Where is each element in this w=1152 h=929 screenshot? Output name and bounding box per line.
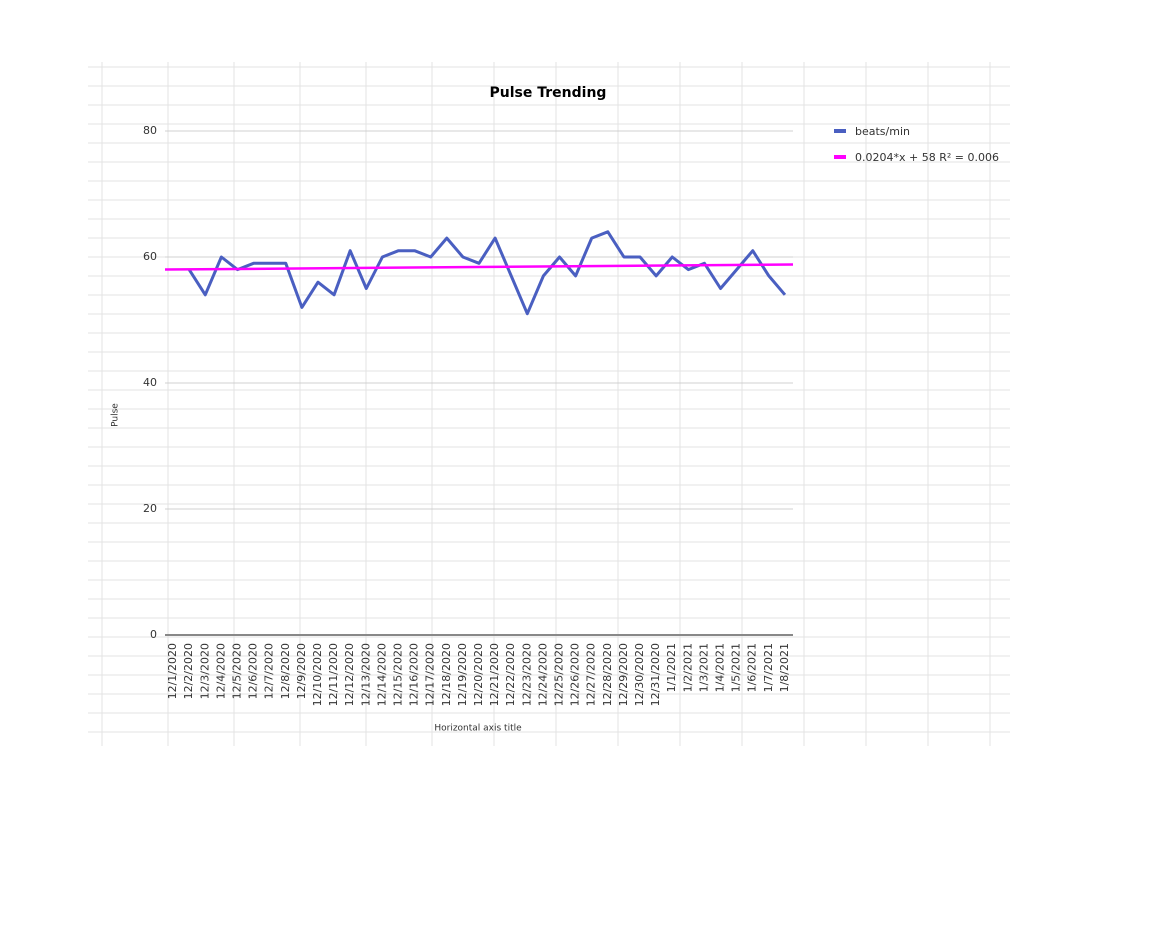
x-tick-label: 12/10/2020: [311, 643, 324, 706]
legend-label: 0.0204*x + 58 R² = 0.006: [855, 151, 999, 164]
x-tick-label: 12/16/2020: [408, 643, 421, 706]
x-tick-label: 12/18/2020: [440, 643, 453, 706]
x-tick-label: 1/8/2021: [778, 643, 791, 692]
y-tick-label: 0: [150, 628, 157, 641]
x-tick-label: 12/14/2020: [375, 643, 388, 706]
x-tick-label: 12/20/2020: [472, 643, 485, 706]
x-tick-label: 12/19/2020: [456, 643, 469, 706]
x-tick-label: 1/7/2021: [762, 643, 775, 692]
x-tick-label: 12/31/2020: [649, 643, 662, 706]
x-tick-label: 12/6/2020: [247, 643, 260, 699]
x-tick-label: 12/1/2020: [166, 643, 179, 699]
x-tick-label: 1/6/2021: [746, 643, 759, 692]
x-tick-label: 12/17/2020: [424, 643, 437, 706]
x-tick-label: 12/29/2020: [617, 643, 630, 706]
x-tick-label: 12/30/2020: [633, 643, 646, 706]
x-tick-label: 1/1/2021: [665, 643, 678, 692]
x-tick-label: 12/28/2020: [601, 643, 614, 706]
y-tick-label: 80: [143, 124, 157, 137]
trendline: [164, 263, 794, 271]
x-tick-label: 12/2/2020: [182, 643, 195, 699]
data-line: [187, 230, 787, 316]
x-tick-label: 1/5/2021: [730, 643, 743, 692]
x-tick-label: 1/3/2021: [697, 643, 710, 692]
x-tick-label: 1/4/2021: [714, 643, 727, 692]
x-tick-label: 12/25/2020: [553, 643, 566, 706]
chart-title: Pulse Trending: [490, 85, 607, 101]
x-tick-label: 12/3/2020: [198, 643, 211, 699]
x-tick-label: 12/9/2020: [295, 643, 308, 699]
x-tick-label: 12/11/2020: [327, 643, 340, 706]
spreadsheet-grid: [88, 62, 1010, 746]
x-tick-label: 12/7/2020: [263, 643, 276, 699]
x-tick-label: 12/26/2020: [569, 643, 582, 706]
x-tick-label: 12/27/2020: [585, 643, 598, 706]
x-tick-label: 12/13/2020: [359, 643, 372, 706]
x-tick-label: 12/5/2020: [230, 643, 243, 699]
y-axis-title: Pulse: [111, 403, 121, 427]
x-tick-label: 12/12/2020: [343, 643, 356, 706]
y-tick-label: 20: [143, 502, 157, 515]
legend-swatch: [834, 129, 846, 133]
y-tick-label: 40: [143, 376, 157, 389]
x-tick-label: 12/21/2020: [488, 643, 501, 706]
y-tick-label: 60: [143, 250, 157, 263]
x-tick-label: 12/22/2020: [504, 643, 517, 706]
x-tick-label: 12/24/2020: [536, 643, 549, 706]
x-tick-label: 12/23/2020: [520, 643, 533, 706]
x-tick-label: 12/15/2020: [391, 643, 404, 706]
x-tick-label: 1/2/2021: [681, 643, 694, 692]
x-axis-title: Horizontal axis title: [434, 724, 522, 734]
x-tick-label: 12/4/2020: [214, 643, 227, 699]
legend-swatch: [834, 155, 846, 159]
x-tick-label: 12/8/2020: [279, 643, 292, 699]
legend-label: beats/min: [855, 125, 910, 138]
